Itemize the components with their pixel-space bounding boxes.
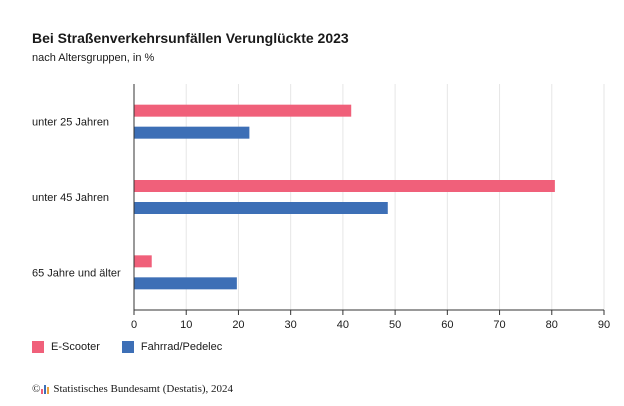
legend-swatch-fahrrad	[121, 341, 134, 353]
x-tick-label-60: 60	[441, 319, 453, 331]
legend-label-escooter: E-Scooter	[51, 341, 100, 353]
legend-item-escooter[interactable]: E-Scooter	[32, 341, 100, 353]
x-tick-label-90: 90	[598, 319, 610, 331]
bar-escooter-1	[134, 180, 555, 192]
source-text: Statistisches Bundesamt (Destatis), 2024	[53, 383, 234, 395]
x-tick-label-70: 70	[493, 319, 505, 331]
copyright-symbol: ©	[32, 383, 41, 395]
x-tick-label-40: 40	[337, 319, 349, 331]
chart-title: Bei Straßenverkehrsunfällen Verunglückte…	[32, 30, 349, 46]
destatis-logo-icon	[41, 384, 50, 394]
x-tick-label-80: 80	[546, 319, 558, 331]
legend-swatch-escooter	[32, 341, 44, 353]
source-note: © Statistisches Bundesamt (Destatis), 20…	[32, 383, 233, 395]
bar-escooter-2	[134, 255, 152, 268]
chart-subtitle: nach Altersgruppen, in %	[32, 52, 155, 64]
x-tick-label-10: 10	[180, 319, 192, 331]
category-label-1: unter 45 Jahren	[32, 192, 109, 204]
legend-item-fahrrad[interactable]: Fahrrad/Pedelec	[121, 341, 223, 353]
x-tick-label-0: 0	[131, 319, 137, 331]
bar-fahrrad-1	[134, 202, 388, 214]
category-label-0: unter 25 Jahren	[32, 117, 109, 129]
category-label-2: 65 Jahre und älter	[32, 267, 121, 279]
bar-escooter-0	[134, 104, 352, 117]
x-tick-label-30: 30	[285, 319, 297, 331]
legend: E-Scooter Fahrrad/Pedelec	[32, 341, 244, 353]
bar-fahrrad-0	[134, 126, 250, 139]
bar-fahrrad-2	[134, 277, 237, 290]
x-tick-label-20: 20	[232, 319, 244, 331]
x-tick-label-50: 50	[389, 319, 401, 331]
legend-label-fahrrad: Fahrrad/Pedelec	[140, 341, 223, 353]
